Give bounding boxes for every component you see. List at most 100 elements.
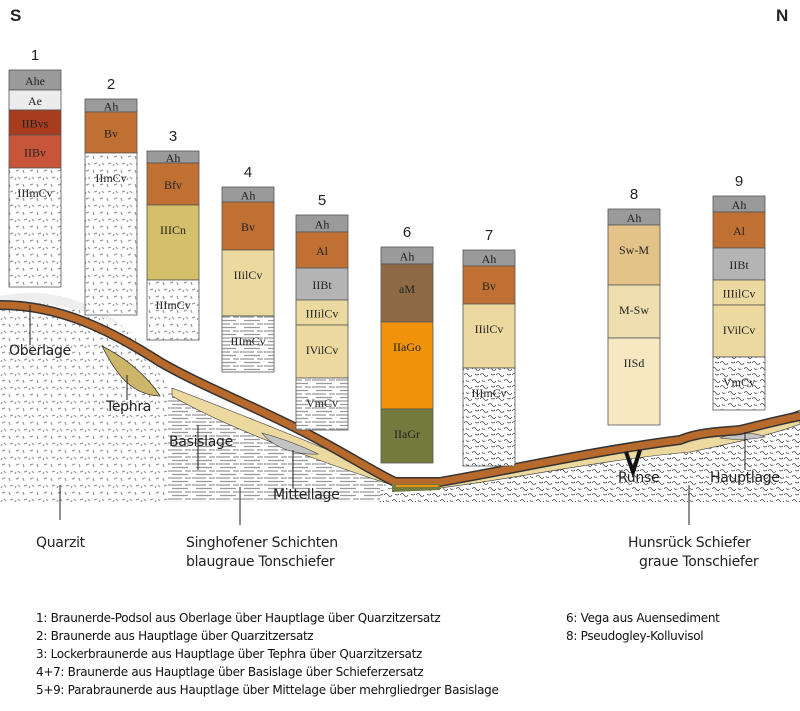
label-quarzit: Quarzit (36, 535, 85, 551)
horizon-label: IIImCv (471, 386, 506, 400)
pointer-lines (29, 305, 746, 525)
horizon-label: VmCv (306, 396, 338, 410)
horizon-IIIilCv (712, 279, 766, 306)
soil-profile-3: 3 Ah Bfv IIICn IIImCv (146, 128, 200, 341)
label-singhofener-1: Singhofener Schichten (186, 535, 338, 551)
profile-number: 1 (31, 47, 39, 64)
legend-item: 8: Pseudogley-Kolluvisol (566, 629, 704, 643)
south-label: S (10, 6, 22, 25)
profile-number: 5 (318, 192, 326, 209)
profile-number: 4 (244, 164, 252, 181)
legend-item: 4+7: Braunerde aus Hauptlage über Basisl… (36, 665, 424, 679)
horizon-Sw-M (607, 224, 661, 286)
horizon-label: IIaGo (393, 340, 421, 354)
horizon-label: IIilCv (475, 322, 504, 336)
horizon-IIBt (712, 247, 766, 281)
horizon-label: IISd (624, 356, 645, 370)
horizon-IIImCv (462, 367, 516, 467)
soil-profile-4: 4 Ah Bv IIilCv IIImCv (221, 164, 275, 373)
horizon-IIBvs (8, 109, 62, 136)
horizon-IIImCv (8, 167, 62, 288)
horizon-label: IIImCv (155, 298, 190, 312)
mittellage-lens (261, 432, 320, 455)
soil-profile-5: 5 Ah Al IIBt IIIilCv IVilCv VmCv (295, 192, 349, 431)
horizon-IISd (607, 337, 661, 426)
label-tephra: Tephra (106, 399, 152, 415)
horizon-Bv (221, 201, 275, 251)
label-singhofener-2: blaugraue Tonschiefer (186, 554, 335, 570)
horizon-label: IIImCv (17, 186, 52, 200)
horizon-IVilCv (295, 324, 349, 379)
horizon-label: IIBt (312, 278, 332, 292)
horizon-IVilCv (712, 304, 766, 358)
horizon-label: Ah (241, 189, 256, 203)
horizon-label: Ah (166, 151, 181, 165)
horizon-label: M-Sw (619, 303, 649, 317)
horizon-IImCv (84, 152, 138, 316)
horizon-IIBv (8, 134, 62, 169)
legend-left: 1: Braunerde-Podsol aus Oberlage über Ha… (36, 609, 499, 699)
horizon-label: IIBt (729, 258, 749, 272)
horizon-label: IIIilCv (306, 307, 339, 321)
soil-profile-8: 8 Ah Sw-M M-Sw IISd (607, 186, 661, 426)
tephra-lens (101, 345, 161, 397)
soil-profile-1: 1 Ahe Ae IIBvs IIBv IIImCv (8, 47, 62, 288)
horizon-label: Ah (732, 198, 747, 212)
profile-number: 6 (403, 224, 411, 241)
label-mittellage: Mittellage (273, 487, 340, 503)
horizon-Al (295, 231, 349, 269)
horizon-Bfv (146, 162, 200, 206)
label-hauptlage: Hauptlage (710, 470, 780, 486)
horizon-label: IIBv (24, 146, 46, 160)
horizon-IIImCv (221, 315, 275, 373)
legend-item: 2: Braunerde aus Hauptlage über Quarzitz… (36, 629, 314, 643)
horizon-label: IIBvs (22, 117, 49, 131)
soil-profile-6: 6 Ah aM IIaGo IIaGr (380, 224, 434, 464)
label-basislage: Basislage (169, 434, 233, 450)
horizon-label: IImCv (95, 171, 126, 185)
profile-number: 2 (107, 76, 115, 93)
horizon-label: IIICn (160, 223, 186, 237)
soil-profile-2: 2 Ah Bv IImCv (84, 76, 138, 316)
horizon-label: Ah (104, 100, 119, 114)
profile-number: 3 (169, 128, 177, 145)
horizon-IIBt (295, 267, 349, 301)
horizon-Bv (84, 111, 138, 154)
soil-profile-9: 9 Ah Al IIBt IIIilCv IVilCv VmCv (712, 173, 766, 411)
gully-runse (624, 449, 642, 479)
horizon-M-Sw (607, 284, 661, 339)
legend-item: 5+9: Parabraunerde aus Hauptlage über Mi… (36, 683, 499, 697)
horizon-IIaGr (380, 408, 434, 464)
horizon-IIilCv (221, 249, 275, 317)
horizon-aM (380, 263, 434, 323)
legend-item: 6: Vega aus Auensediment (566, 611, 720, 625)
label-oberlage: Oberlage (9, 343, 71, 359)
horizon-label: Ah (482, 252, 497, 266)
quartzite-cover (0, 292, 140, 340)
horizon-label: IVilCv (306, 343, 339, 357)
legend-item: 3: Lockerbraunerde aus Hauptlage über Te… (36, 647, 423, 661)
label-hunsrueck-2: graue Tonschiefer (639, 554, 759, 570)
horizon-label: Bv (104, 127, 118, 141)
horizon-label: aM (399, 282, 415, 296)
horizon-label: Bv (241, 220, 255, 234)
horizon-label: IIaGr (394, 427, 420, 441)
label-runse: Runse (618, 470, 660, 486)
horizon-VmCv (295, 377, 349, 431)
horizon-IIilCv (462, 303, 516, 369)
profile-number: 7 (485, 227, 493, 244)
horizon-IIaGo (380, 321, 434, 410)
horizon-label: Bv (482, 279, 496, 293)
horizon-label: Bfv (164, 178, 182, 192)
north-label: N (776, 6, 789, 25)
horizon-VmCv (712, 356, 766, 411)
horizon-IIImCv (146, 279, 200, 341)
legend-right: 6: Vega aus Auensediment 8: Pseudogley-K… (566, 609, 720, 645)
horizon-label: Ah (315, 218, 330, 232)
horizon-label: Sw-M (619, 243, 649, 257)
horizon-label: Al (316, 244, 329, 258)
soil-profile-7: 7 Ah Bv IIilCv IIImCv (462, 227, 516, 467)
horizon-label: VmCv (723, 375, 755, 389)
